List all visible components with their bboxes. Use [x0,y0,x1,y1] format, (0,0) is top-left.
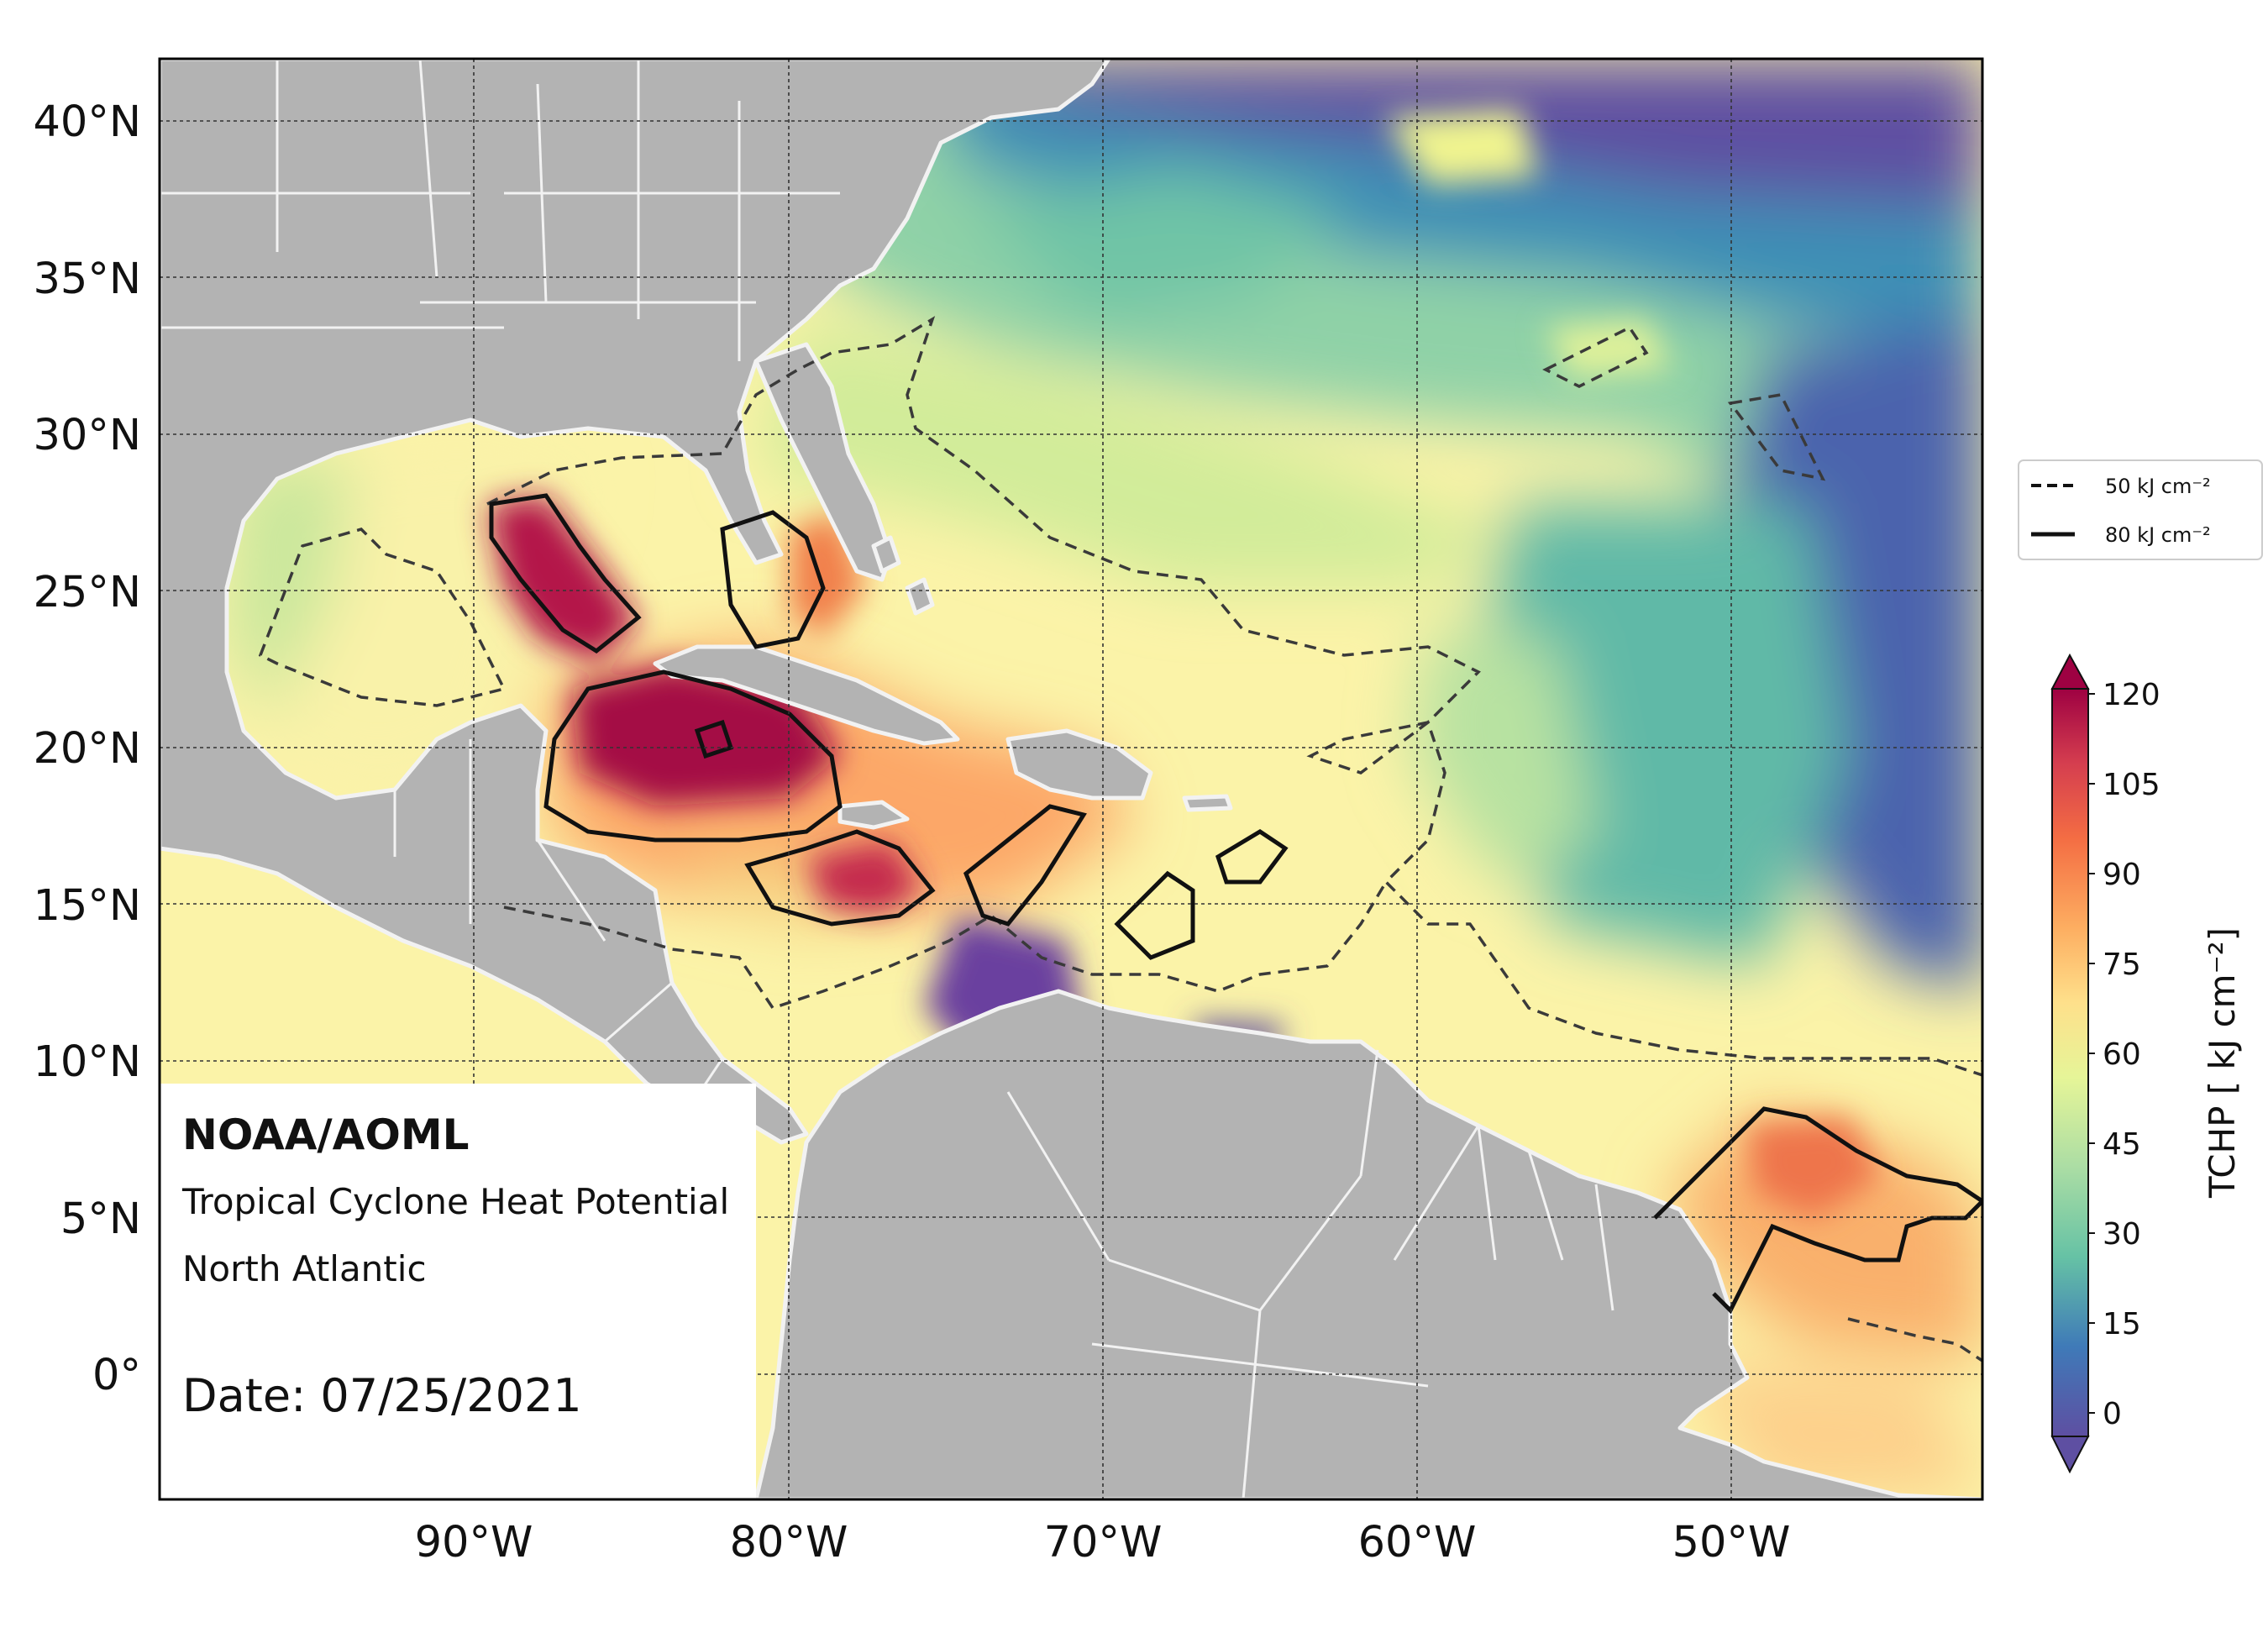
product-label: Tropical Cyclone Heat Potential [181,1181,729,1222]
lat-tick-label: 35°N [33,255,141,304]
colorbar-title: TCHP [ kJ cm⁻²] [2202,927,2243,1199]
latitude-tick-labels: 40°N 35°N 30°N 25°N 20°N 15°N 10°N 5°N 0… [33,97,141,1400]
lat-tick-label: 5°N [60,1194,141,1244]
map-frame [158,57,1984,1501]
lat-tick-label: 10°N [33,1037,141,1087]
map-panel [158,57,1984,1501]
info-text: NOAA/AOML Tropical Cyclone Heat Potentia… [181,1110,729,1422]
land-masses [160,59,1982,1499]
colorbar-tick-label: 105 [2103,768,2160,802]
colorbar-tick-label: 120 [2103,678,2160,712]
date-label: Date: 07/25/2021 [182,1369,582,1422]
lat-tick-label: 25°N [33,568,141,617]
colorbar-tick-label: 45 [2103,1127,2141,1162]
longitude-tick-labels: 90°W 80°W 70°W 60°W 50°W [415,1518,1791,1567]
lat-tick-label: 40°N [33,97,141,147]
contour-80 [489,493,1982,1315]
org-label: NOAA/AOML [182,1110,469,1159]
colorbar-max-arrow [2050,653,2090,690]
colorbar-scale [2051,688,2089,1437]
colorbar-tick-label: 60 [2103,1037,2141,1072]
lon-tick-label: 70°W [1044,1518,1163,1567]
lat-tick-label: 15°N [33,881,141,931]
lat-tick-label: 20°N [33,724,141,774]
legend-label-80: 80 kJ cm⁻² [2105,523,2211,547]
info-box [160,1084,756,1499]
legend-label-50: 50 kJ cm⁻² [2105,475,2211,498]
lon-tick-label: 50°W [1672,1518,1791,1567]
contour-legend: 50 kJ cm⁻² 80 kJ cm⁻² [2018,459,2263,560]
colorbar-tick-label: 15 [2103,1307,2141,1341]
colorbar-tick-label: 75 [2103,948,2141,982]
colorbar-tick-label: 30 [2103,1217,2141,1252]
colorbar-tick-label: 90 [2103,858,2141,892]
colorbar-ticks [2088,693,2095,1414]
political-borders [160,59,1614,1499]
region-label: North Atlantic [182,1248,427,1289]
colorbar: 120 105 90 75 60 45 30 15 0 TCHP [ kJ cm… [2050,653,2243,1474]
lon-tick-label: 60°W [1358,1518,1477,1567]
lon-tick-label: 90°W [415,1518,533,1567]
colorbar-min-arrow [2050,1436,2090,1474]
contour-50 [258,316,1982,1362]
lat-tick-label: 0° [92,1351,141,1400]
lon-tick-label: 80°W [730,1518,848,1567]
lat-tick-label: 30°N [33,411,141,460]
legend-box [2018,459,2263,560]
colorbar-tick-label: 0 [2103,1397,2122,1431]
